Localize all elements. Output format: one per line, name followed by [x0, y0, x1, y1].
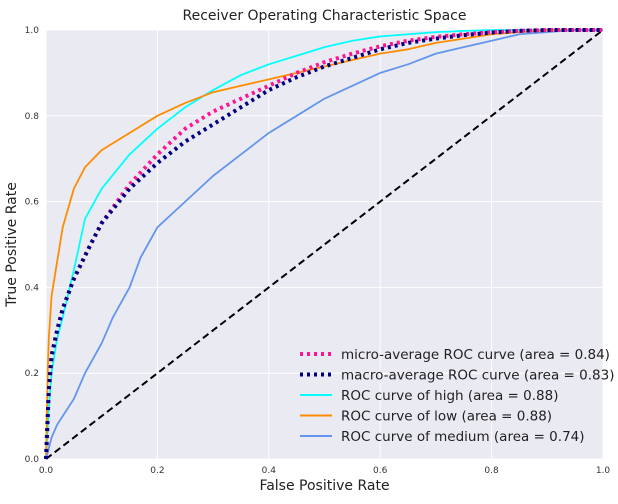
y-tick-label: 0.6 — [25, 198, 40, 208]
series-line-4 — [45, 29, 603, 460]
series-line-2 — [45, 29, 603, 460]
chart-title: Receiver Operating Characteristic Space — [183, 8, 467, 24]
legend-label-4: ROC curve of medium (area = 0.74) — [341, 429, 585, 445]
x-tick-label: 0.6 — [373, 466, 388, 476]
y-tick-label: 1.0 — [25, 26, 40, 36]
x-tick-label: 1.0 — [596, 466, 611, 476]
series-line-1 — [44, 28, 603, 460]
legend-label-2: ROC curve of high (area = 0.88) — [341, 388, 558, 404]
x-tick-label: 0.2 — [150, 466, 164, 476]
legend-label-1: macro-average ROC curve (area = 0.83) — [341, 368, 614, 384]
legend-label-0: micro-average ROC curve (area = 0.84) — [341, 347, 610, 363]
y-tick-label: 0.2 — [25, 369, 39, 379]
series-line-5 — [45, 29, 604, 460]
y-tick-label: 0.8 — [25, 112, 40, 122]
curves — [44, 28, 604, 460]
legend: micro-average ROC curve (area = 0.84) mac… — [300, 347, 614, 445]
grid — [45, 29, 604, 460]
x-tick-label: 0.8 — [484, 466, 499, 476]
x-tick-label: 0.4 — [262, 466, 277, 476]
x-tick-label: 0.0 — [39, 466, 54, 476]
y-axis-label: True Positive Rate — [4, 182, 20, 308]
series-line-3 — [45, 29, 603, 460]
y-tick-label: 0.4 — [25, 283, 40, 293]
legend-label-3: ROC curve of low (area = 0.88) — [341, 409, 552, 425]
y-tick-label: 0.0 — [25, 455, 40, 465]
tick-labels: 0.0 0.2 0.4 0.6 0.8 1.0 0.0 0.2 0.4 0.6 0.8 1.0 — [25, 26, 611, 476]
x-axis-label: False Positive Rate — [259, 478, 389, 494]
